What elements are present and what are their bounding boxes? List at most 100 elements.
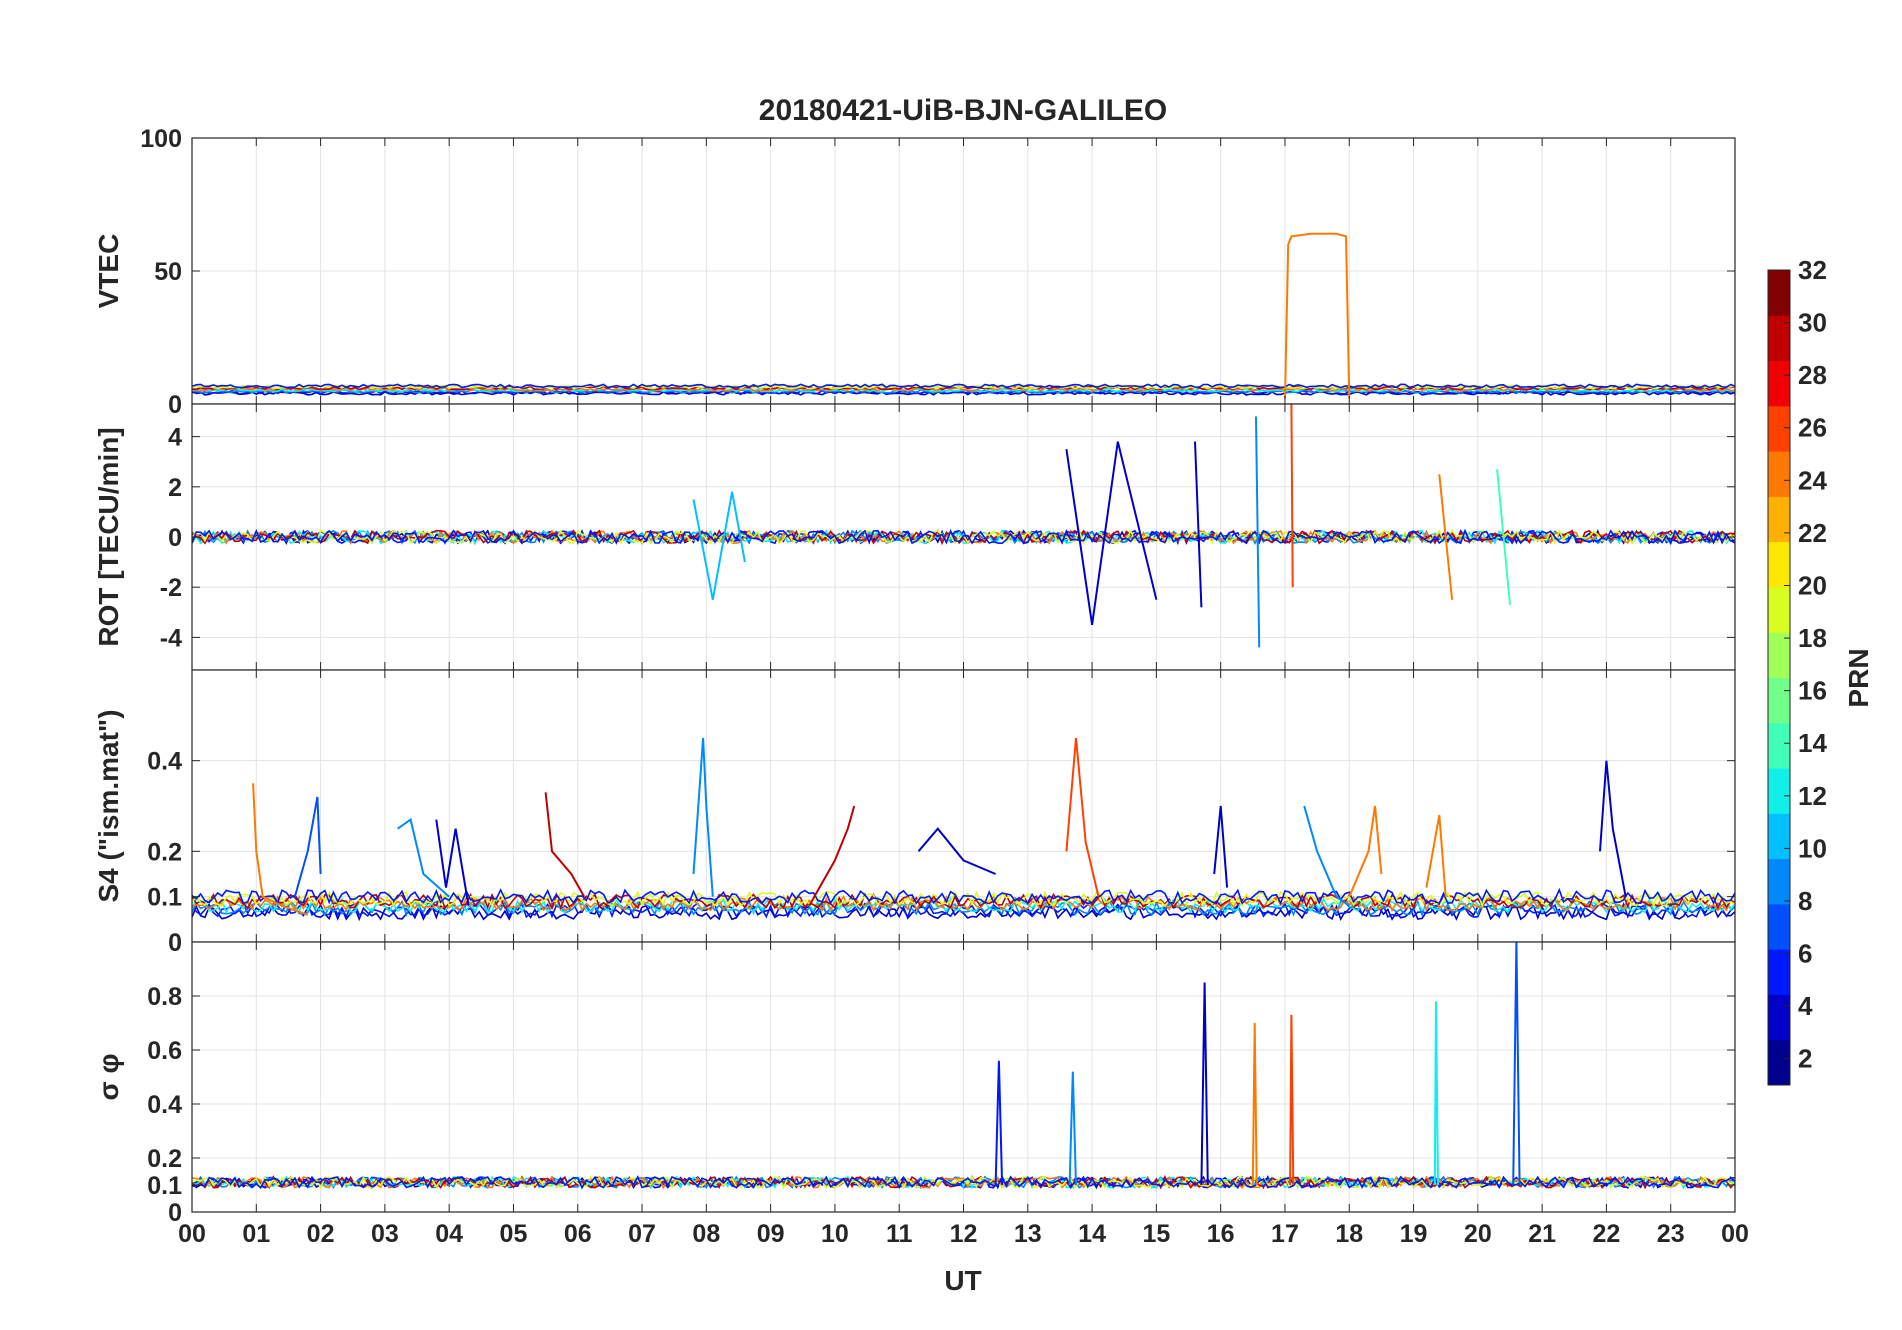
series-line (1289, 1014, 1295, 1186)
x-tick-label: 02 (307, 1220, 335, 1248)
series-line (192, 891, 1735, 911)
series-line (1512, 942, 1521, 1186)
series-line (1284, 232, 1351, 399)
series-line (692, 737, 714, 897)
colorbar-segment (1768, 1039, 1790, 1086)
colorbar-label: PRN (1843, 648, 1874, 707)
series-line (1068, 1071, 1077, 1186)
series-line (1065, 441, 1158, 625)
x-tick-label: 22 (1593, 1220, 1621, 1248)
panel-rot: -4 -2 0 2 4 ROT [TECU/min] (93, 403, 1736, 671)
panel-vtec: 0 50 100 VTEC (93, 125, 1736, 419)
colorbar-tick-label: 4 (1798, 991, 1813, 1021)
x-tick-label: 14 (1078, 1220, 1106, 1248)
colorbar-tick-label: 20 (1798, 570, 1827, 600)
colorbar-segment (1768, 858, 1790, 905)
y-tick-label: 0.4 (147, 1091, 182, 1119)
series-line (192, 1175, 1735, 1190)
x-tick-label: 08 (692, 1220, 720, 1248)
series-line (1213, 805, 1229, 888)
colorbar-tick-label: 8 (1798, 886, 1812, 916)
series-line (397, 817, 450, 898)
x-tick-label: 00 (1721, 1220, 1749, 1248)
colorbar-segment (1768, 405, 1790, 452)
x-tick-labels: 00 01 02 03 04 05 06 07 08 09 10 11 12 13 14 15 16 17 18 19… (178, 1220, 1749, 1248)
colorbar-tick-label: 6 (1798, 939, 1812, 969)
panel-s4: 0 0.1 0.2 0.4 S4 ("ism.mat") (93, 669, 1736, 957)
colorbar-tick-label: 24 (1798, 465, 1827, 495)
x-tick-label: 06 (564, 1220, 592, 1248)
series-line (192, 383, 1735, 389)
series-line (192, 384, 1735, 390)
y-tick-label: 4 (168, 424, 182, 452)
series-line (192, 901, 1735, 920)
series-line (1425, 814, 1447, 897)
y-tick-label: 0.1 (147, 884, 182, 912)
y-tick-label: 100 (140, 125, 182, 153)
colorbar-segment (1768, 451, 1790, 497)
y-tick-label: 2 (168, 474, 182, 502)
colorbar-segment (1768, 496, 1790, 543)
colorbar-tick-label: 30 (1798, 308, 1827, 338)
x-tick-label: 05 (500, 1220, 528, 1248)
y-axis-label: σ φ (93, 1054, 124, 1101)
y-tick-label: 0 (168, 391, 182, 419)
x-tick-label: 11 (886, 1220, 913, 1248)
series-line (994, 1060, 1004, 1186)
series-line (293, 796, 322, 897)
colorbar-segment (1768, 270, 1790, 316)
panel-sigma_phi: 00.10.2 0.4 0.6 0.8 σ φ (93, 941, 1736, 1227)
colorbar-segment (1768, 903, 1790, 950)
y-tick-label: 0.4 (147, 748, 182, 776)
series-line (1303, 805, 1350, 907)
colorbar-tick-label: 12 (1798, 781, 1827, 811)
series-line (1438, 474, 1454, 600)
series-traces (192, 737, 1735, 922)
y-axis-label: ROT [TECU/min] (93, 427, 124, 646)
series-line (544, 792, 586, 898)
x-tick-label: 09 (757, 1220, 785, 1248)
x-tick-label: 03 (371, 1220, 399, 1248)
colorbar-tick-label: 16 (1798, 676, 1827, 706)
colorbar-tick-label: 26 (1798, 413, 1827, 443)
y-tick-label: 0 (168, 524, 182, 552)
series-line (192, 528, 1735, 546)
x-tick-label: 01 (242, 1220, 270, 1248)
series-line (192, 887, 1735, 906)
colorbar-segment (1768, 541, 1790, 588)
colorbar-tick-label: 2 (1798, 1044, 1812, 1074)
x-tick-label: 00 (178, 1220, 206, 1248)
series-line (192, 389, 1735, 395)
colorbar-segment (1768, 586, 1790, 633)
series-line (1433, 1001, 1439, 1186)
series-line (1290, 404, 1294, 588)
y-tick-label: 0.8 (147, 983, 182, 1011)
series-line (252, 783, 309, 916)
chart-title: 20180421-UiB-BJN-GALILEO (759, 94, 1167, 127)
colorbar-tick-label: 22 (1798, 518, 1827, 548)
series-line (1496, 469, 1511, 605)
colorbar-frame (1767, 269, 1791, 1086)
y-tick-label: -2 (160, 574, 182, 602)
y-tick-label: 0 (168, 929, 182, 957)
series-line (1348, 805, 1383, 898)
y-tick-label: 0.2 (147, 1145, 182, 1173)
series-traces (192, 404, 1735, 648)
series-line (808, 805, 856, 907)
x-tick-label: 23 (1657, 1220, 1685, 1248)
y-axis-label: VTEC (93, 234, 124, 309)
y-tick-label: 0.2 (147, 838, 182, 866)
x-tick-label: 16 (1207, 1220, 1235, 1248)
x-tick-label: 17 (1271, 1220, 1299, 1248)
series-line (435, 819, 470, 906)
x-tick-label: 07 (628, 1220, 656, 1248)
series-traces (192, 232, 1735, 399)
series-line (1065, 737, 1100, 897)
series-line (192, 1175, 1735, 1190)
y-tick-label: 0.6 (147, 1037, 182, 1065)
colorbar-tick-label: 18 (1798, 623, 1827, 653)
x-tick-label: 18 (1335, 1220, 1363, 1248)
